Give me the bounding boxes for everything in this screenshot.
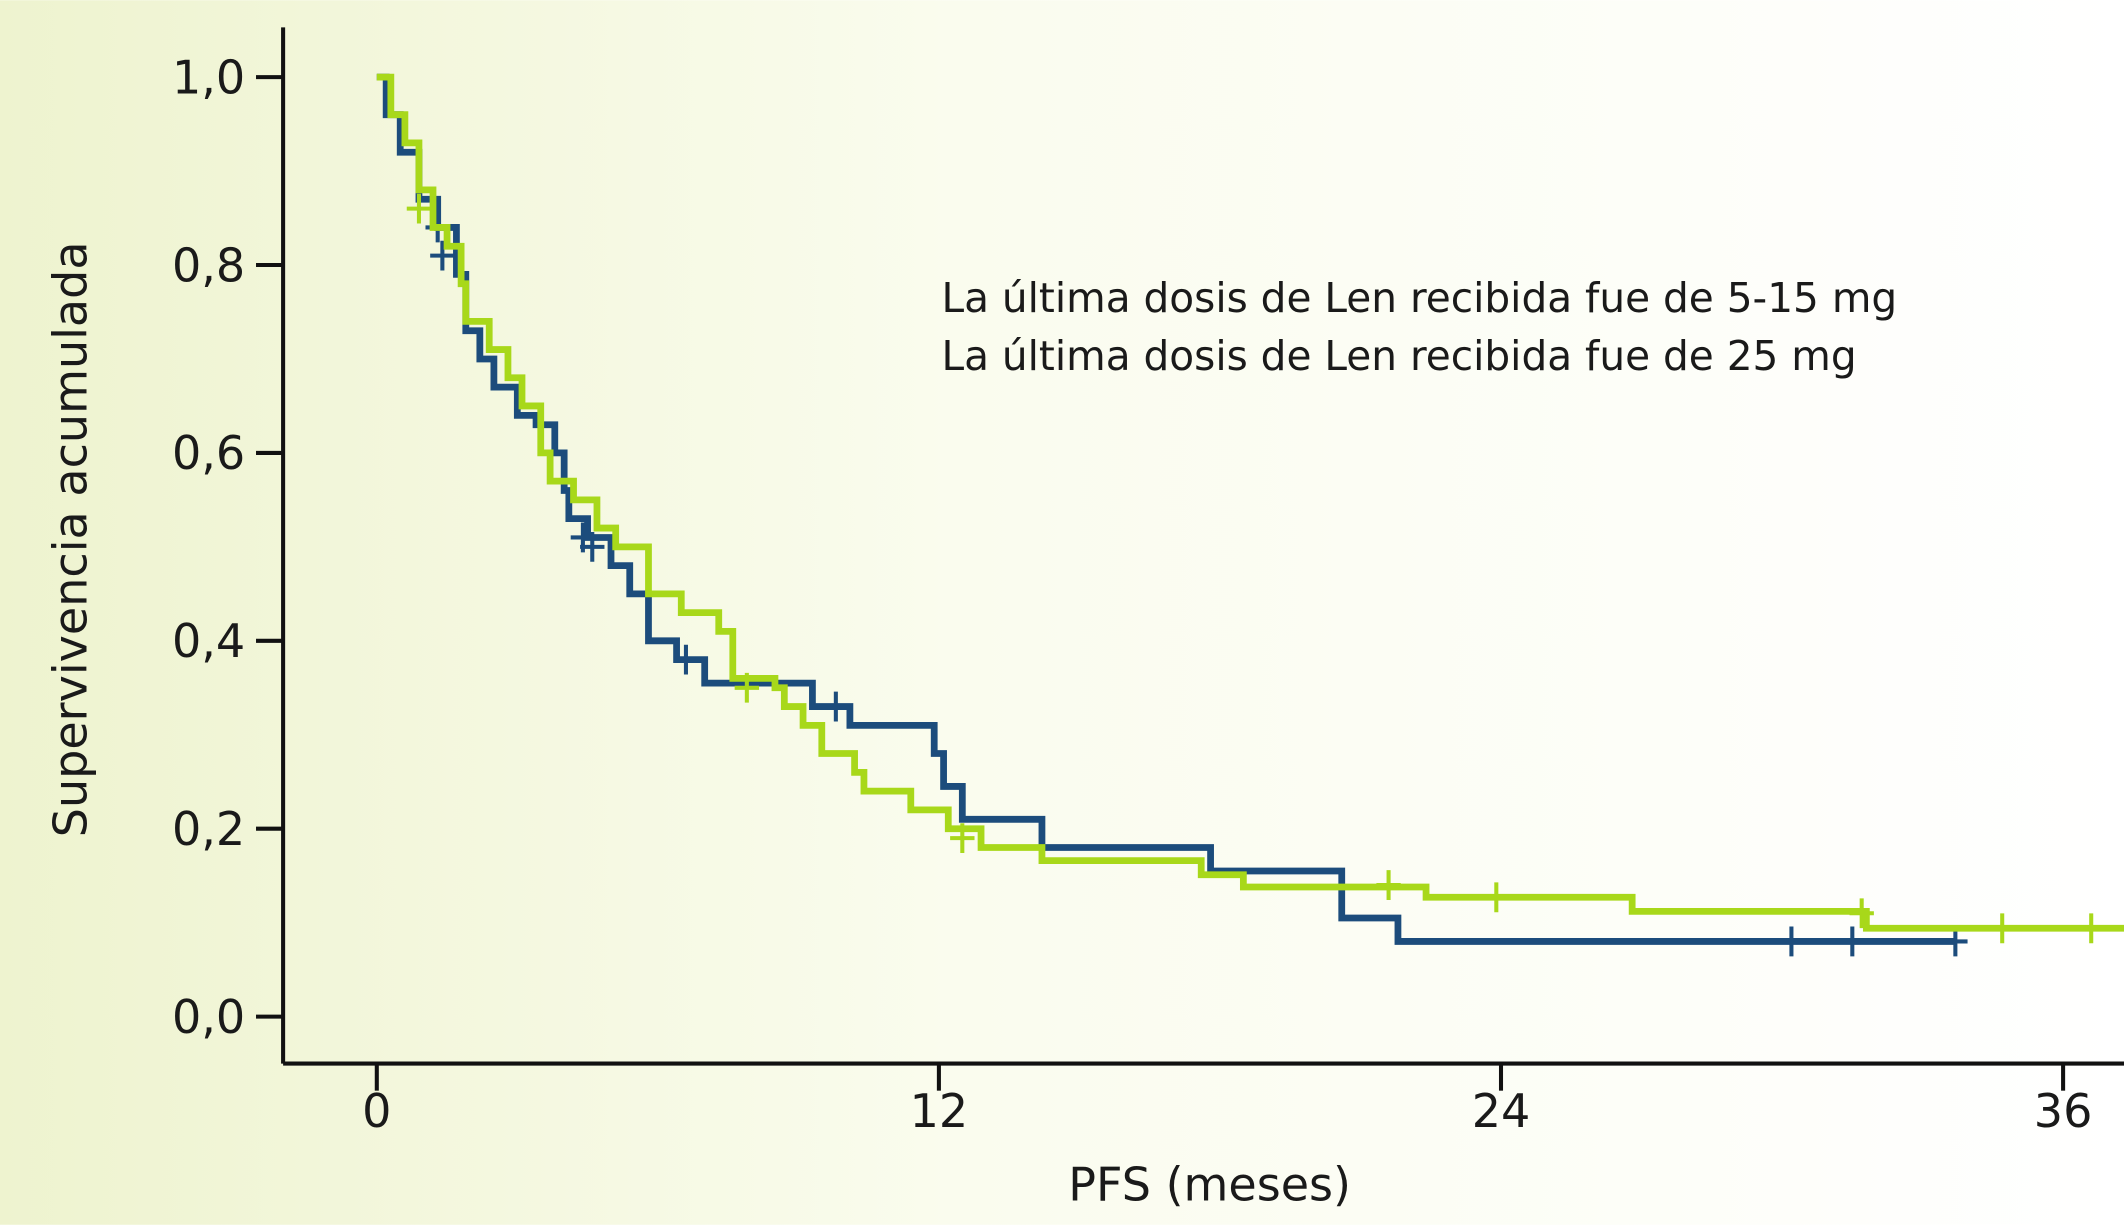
censor-mark	[1484, 882, 1509, 913]
y-tick-label: 0,6	[172, 426, 245, 480]
censor-mark	[823, 691, 849, 722]
x-tick-label: 24	[1472, 1084, 1531, 1138]
censor-mark	[1779, 926, 1804, 957]
y-tick-label: 0,8	[172, 238, 245, 292]
censor-mark	[1849, 898, 1874, 929]
x-axis-title: PFS (meses)	[1068, 1157, 1351, 1211]
censor-mark	[1990, 913, 2015, 944]
y-tick-label: 0,2	[172, 802, 245, 856]
x-tick-label: 36	[2034, 1084, 2093, 1138]
censor-mark	[734, 672, 760, 703]
y-tick-label: 0,0	[172, 990, 245, 1044]
legend-entry: La última dosis de Len recibida fue de 2…	[941, 332, 1856, 380]
censor-mark	[1840, 926, 1865, 957]
survival-curve	[376, 73, 2124, 932]
y-tick-label: 1,0	[172, 50, 245, 104]
censor-mark	[580, 531, 605, 562]
censor-mark	[430, 240, 455, 271]
y-axis-title: Supervivencia acumulada	[44, 241, 98, 837]
x-tick-label: 0	[362, 1084, 391, 1138]
x-tick-label: 12	[910, 1084, 969, 1138]
censor-mark	[950, 823, 975, 854]
y-tick-label: 0,4	[172, 614, 245, 668]
survival-curve	[376, 73, 1956, 945]
censor-mark	[2079, 913, 2104, 944]
censor-mark	[406, 193, 432, 224]
censor-mark	[1376, 870, 1401, 900]
legend-entry: La última dosis de Len recibida fue de 5…	[941, 274, 1897, 322]
censor-mark	[673, 644, 699, 675]
